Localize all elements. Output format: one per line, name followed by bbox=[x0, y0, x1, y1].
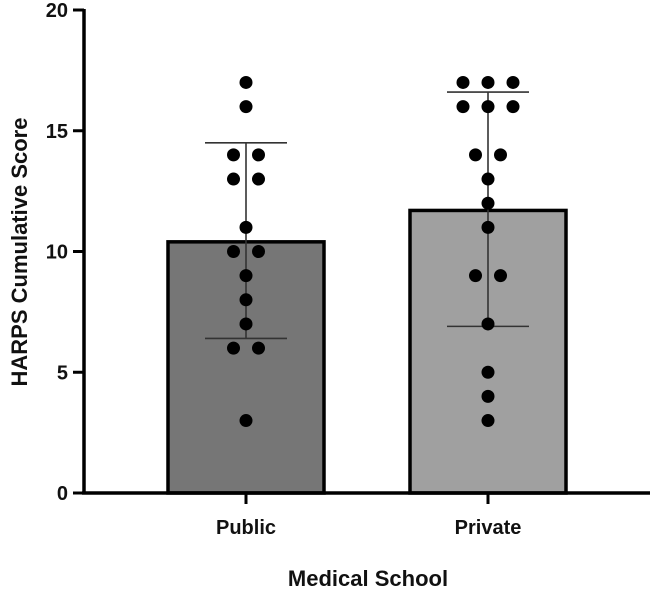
data-point bbox=[494, 148, 507, 162]
data-point bbox=[481, 414, 495, 428]
data-points-layer bbox=[227, 75, 520, 428]
data-point bbox=[481, 317, 495, 331]
data-point bbox=[239, 220, 253, 234]
data-point bbox=[227, 148, 240, 162]
x-tick-label: Private bbox=[455, 517, 522, 539]
y-tick-label: 0 bbox=[57, 483, 68, 505]
data-point bbox=[506, 75, 520, 89]
data-point bbox=[227, 172, 240, 186]
y-tick-label: 5 bbox=[57, 362, 68, 384]
data-point bbox=[239, 293, 253, 307]
y-axis-title: HARPS Cumulative Score bbox=[7, 118, 32, 387]
data-point bbox=[481, 220, 495, 234]
data-point bbox=[481, 365, 495, 379]
data-point bbox=[239, 414, 253, 428]
y-tick-label: 20 bbox=[46, 0, 68, 22]
data-point bbox=[494, 269, 507, 283]
y-tick-label: 10 bbox=[46, 242, 68, 264]
data-point bbox=[481, 196, 495, 210]
y-tick-label: 15 bbox=[46, 121, 68, 143]
data-point bbox=[239, 75, 253, 89]
data-point bbox=[506, 100, 520, 114]
x-axis-title: Medical School bbox=[288, 566, 448, 590]
x-tick-label: Public bbox=[216, 517, 276, 539]
data-point bbox=[481, 75, 495, 89]
data-point bbox=[469, 269, 482, 283]
data-point bbox=[252, 341, 265, 355]
data-point bbox=[227, 245, 240, 258]
y-ticks: 0 5 10 15 20 bbox=[46, 0, 84, 505]
x-ticks: Public Private bbox=[216, 493, 521, 539]
data-point bbox=[227, 341, 240, 355]
data-point bbox=[239, 100, 253, 114]
data-point bbox=[252, 245, 265, 258]
data-point bbox=[252, 172, 265, 186]
data-point bbox=[252, 148, 265, 162]
data-point bbox=[456, 100, 470, 114]
data-point bbox=[481, 172, 495, 186]
data-point bbox=[239, 317, 253, 331]
data-point bbox=[469, 148, 482, 162]
data-point bbox=[456, 75, 470, 89]
data-point bbox=[481, 389, 495, 403]
data-point bbox=[481, 100, 495, 114]
data-point bbox=[239, 269, 253, 283]
